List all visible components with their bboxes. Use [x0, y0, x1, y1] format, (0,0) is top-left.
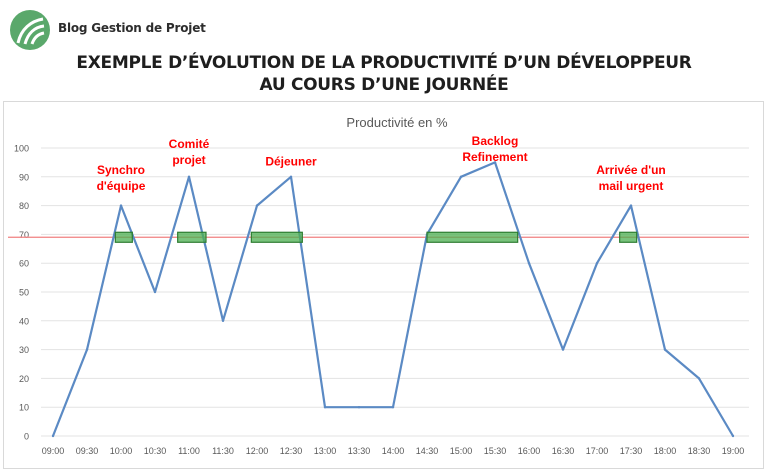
x-tick-label: 17:00	[586, 446, 609, 456]
x-tick-label: 10:00	[110, 446, 133, 456]
x-tick-label: 19:00	[722, 446, 745, 456]
y-tick-label: 0	[24, 432, 29, 442]
brand-name: Blog Gestion de Projet	[58, 21, 206, 35]
x-tick-label: 15:00	[450, 446, 473, 456]
highlight-bar	[619, 231, 638, 243]
chart-title: Productivité en %	[346, 115, 448, 130]
highlight-bar	[114, 231, 133, 243]
x-tick-label: 14:30	[416, 446, 439, 456]
x-tick-label: 18:00	[654, 446, 677, 456]
annotation-label: Déjeuner	[265, 154, 317, 168]
data-point	[323, 406, 327, 409]
x-tick-label: 15:30	[484, 446, 507, 456]
x-tick-label: 12:00	[246, 446, 269, 456]
data-point	[731, 434, 735, 438]
x-tick-label: 16:30	[552, 446, 575, 456]
data-point	[697, 377, 701, 380]
data-point	[561, 348, 565, 351]
y-tick-label: 100	[14, 144, 29, 154]
data-point	[357, 406, 361, 409]
data-point	[663, 348, 667, 351]
data-point	[119, 204, 123, 207]
chart-frame	[3, 101, 764, 469]
data-point	[153, 290, 157, 294]
data-point	[221, 319, 225, 322]
page-title-line-1: EXEMPLE D’ÉVOLUTION DE LA PRODUCTIVITÉ D…	[76, 53, 692, 73]
highlight-bar	[426, 231, 519, 243]
x-tick-label: 11:00	[178, 446, 200, 456]
y-tick-label: 50	[19, 288, 29, 298]
x-tick-label: 16:00	[518, 446, 541, 456]
x-tick-label: 11:30	[212, 446, 234, 456]
highlight-bar	[177, 231, 207, 243]
page-title-line-2: AU COURS D’UNE JOURNÉE	[259, 75, 509, 95]
x-tick-label: 09:00	[42, 446, 65, 456]
leaf-logo-icon	[10, 10, 50, 50]
annotation-label: Arrivée d'un mail urgent	[596, 163, 666, 193]
data-point	[51, 434, 55, 438]
x-tick-label: 09:30	[76, 446, 99, 456]
annotation-label: Backlog Refinement	[462, 134, 527, 164]
x-tick-label: 13:00	[314, 446, 337, 456]
y-tick-label: 70	[19, 230, 29, 240]
y-tick-label: 40	[19, 316, 29, 326]
y-tick-label: 10	[19, 403, 29, 413]
x-tick-label: 10:30	[144, 446, 167, 456]
y-tick-label: 90	[19, 172, 29, 182]
data-point	[527, 262, 531, 265]
data-point	[459, 175, 463, 178]
data-point	[187, 175, 191, 178]
x-tick-label: 14:00	[382, 446, 405, 456]
data-point	[289, 175, 293, 178]
data-point	[629, 204, 633, 207]
data-point	[85, 348, 89, 351]
highlight-bar	[250, 231, 303, 243]
data-point	[255, 204, 259, 207]
series-line	[51, 161, 734, 437]
data-point	[595, 262, 599, 265]
y-tick-label: 80	[19, 201, 29, 211]
annotation-label: Synchro d'équipe	[97, 163, 146, 193]
data-point	[493, 161, 497, 164]
annotation-label: Comité projet	[169, 137, 210, 167]
x-tick-label: 12:30	[280, 446, 303, 456]
y-tick-label: 60	[19, 259, 29, 269]
data-point	[391, 406, 395, 409]
y-tick-label: 30	[19, 345, 29, 355]
x-tick-label: 17:30	[620, 446, 643, 456]
x-tick-label: 13:30	[348, 446, 371, 456]
x-tick-label: 18:30	[688, 446, 711, 456]
y-tick-label: 20	[19, 374, 29, 384]
